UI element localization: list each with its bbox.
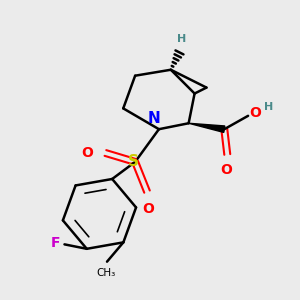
Text: O: O [142,202,154,216]
Text: O: O [81,146,93,160]
Text: O: O [250,106,261,120]
Text: H: H [264,103,274,112]
Text: CH₃: CH₃ [96,268,115,278]
Text: F: F [50,236,60,250]
Text: S: S [128,154,139,169]
Text: O: O [220,163,232,177]
Text: N: N [148,111,161,126]
Polygon shape [189,123,225,132]
Text: H: H [178,34,187,44]
